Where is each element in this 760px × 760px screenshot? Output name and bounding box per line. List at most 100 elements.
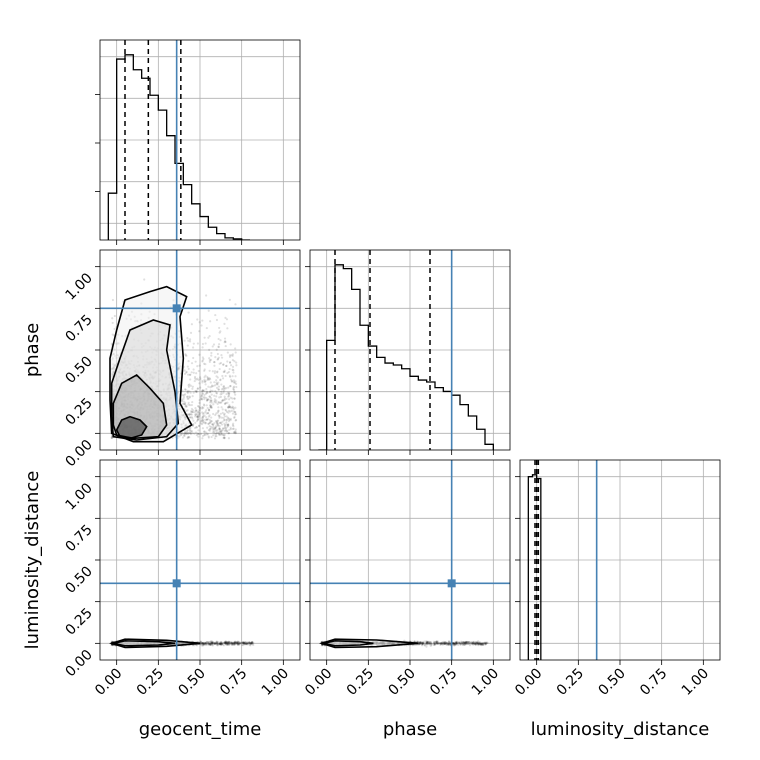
sample-point [433,643,436,646]
sample-point [211,642,214,646]
sample-point [192,368,195,371]
sample-point [224,640,227,644]
y-axis-label-phase: phase [22,323,43,377]
sample-point [209,391,212,394]
sample-point [225,641,229,645]
sample-point [211,389,214,392]
sample-point [214,425,218,428]
sample-point [204,642,207,645]
sample-point [110,436,114,440]
sample-point [219,339,222,342]
sample-point [473,642,477,645]
sample-point [220,433,223,436]
sample-point [188,390,191,393]
sample-point [459,643,462,646]
sample-point [182,400,185,403]
sample-point [215,392,219,395]
sample-point [204,363,207,366]
sample-point [224,641,227,644]
sample-point [197,435,200,438]
sample-point [251,642,254,646]
sample-point [207,422,210,425]
sample-point [236,642,239,645]
sample-point [244,642,247,645]
sample-point [202,415,205,418]
sample-point [217,642,220,645]
sample-point [200,397,203,401]
sample-point [251,642,254,645]
sample-point [218,643,222,646]
sample-point [204,392,208,395]
sample-point [190,410,193,414]
sample-point [235,418,238,422]
sample-point [224,640,228,643]
sample-point [245,642,249,645]
sample-point [429,642,432,645]
sample-point [426,642,429,645]
sample-point [186,395,189,398]
sample-point [215,412,218,415]
sample-point [190,403,193,407]
sample-point [445,641,448,644]
sample-point [439,642,442,645]
sample-point [211,640,215,644]
sample-point [242,641,245,644]
sample-point [220,432,223,436]
histogram-luminosity_distance [527,474,542,660]
sample-point [472,641,475,644]
sample-point [465,640,468,644]
sample-point [474,641,478,644]
sample-point [210,419,213,423]
sample-point [205,390,208,393]
sample-point [481,642,484,645]
sample-point [244,641,247,644]
sample-point [193,377,197,380]
sample-point [207,385,210,388]
sample-point [182,397,185,401]
sample-point [461,643,465,646]
grid-lines [310,250,510,450]
sample-point [209,396,213,400]
sample-point [217,423,220,426]
sample-point [474,641,477,644]
sample-point [218,331,221,334]
sample-point [250,642,253,645]
sample-point [478,642,481,646]
sample-point [425,641,428,644]
sample-point [238,642,241,645]
sample-point [221,642,224,646]
sample-point [453,644,456,647]
x-tick-label: 0.25 [554,666,587,699]
sample-point [188,373,191,377]
sample-point [483,642,486,645]
sample-point [205,642,208,645]
sample-point [458,641,461,644]
y-tick-label: 0.25 [62,605,95,638]
sample-point [461,642,464,645]
sample-point [426,642,429,645]
sample-point [198,382,201,385]
sample-point [228,367,231,371]
sample-point [228,405,231,408]
sample-point [443,642,447,646]
sample-point [188,429,191,432]
sample-point [234,419,237,422]
density-luminosity_distance-vs-phase [318,638,489,649]
sample-point [185,431,188,434]
sample-point [204,421,207,424]
sample-point [215,642,218,645]
sample-point [220,643,223,646]
sample-point [211,642,214,645]
sample-point [194,360,197,363]
sample-point [212,403,215,406]
sample-point [227,386,230,389]
sample-point [199,422,202,425]
sample-point [223,370,226,373]
sample-point [212,428,215,431]
x-tick-label: 0.00 [512,666,545,699]
sample-point [234,641,237,644]
sample-point [229,641,232,644]
sample-point [231,641,234,644]
sample-point [224,642,227,645]
sample-point [205,387,208,391]
